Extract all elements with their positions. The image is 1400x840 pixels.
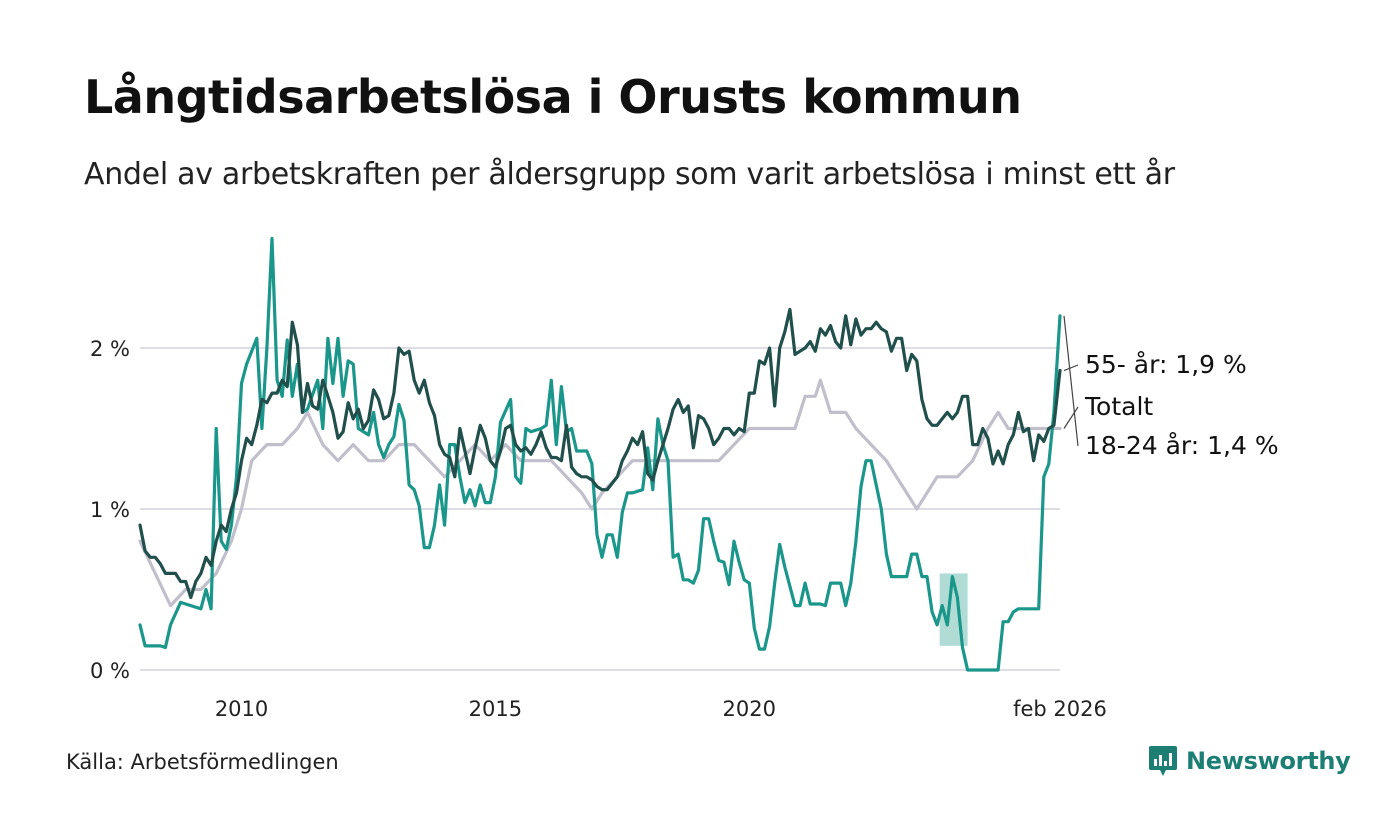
label-leader-line	[1063, 364, 1079, 372]
y-tick-label: 0 %	[90, 659, 130, 683]
y-tick-label: 2 %	[90, 337, 130, 361]
brand-logo: Newsworthy	[1148, 744, 1351, 778]
series-end-label: 55- år: 1,9 %	[1085, 350, 1247, 379]
x-tick-label: 2010	[215, 697, 268, 721]
gridlines	[140, 347, 1060, 671]
series-end-labels: Totalt 18-24 år: 1,4 % 55- år: 1,9 %	[1063, 315, 1279, 460]
chart-title: Långtidsarbetslösa i Orusts kommun	[84, 70, 1022, 124]
y-tick-label: 1 %	[90, 498, 130, 522]
label-leader-line	[1063, 315, 1079, 447]
source-note: Källa: Arbetsförmedlingen	[66, 750, 339, 774]
series-line-18-24-r	[138, 236, 1062, 672]
series-line-55-r	[138, 307, 1062, 600]
x-tick-label: 2015	[469, 697, 522, 721]
series-lines	[138, 236, 1062, 672]
x-tick-label: feb 2026	[1013, 697, 1107, 721]
series-end-label: Totalt	[1084, 392, 1153, 421]
label-leader-line	[1063, 406, 1079, 429]
newsworthy-logo-icon	[1149, 746, 1177, 776]
x-tick-label: 2020	[723, 697, 776, 721]
series-end-label: 18-24 år: 1,4 %	[1085, 431, 1279, 460]
chart-subtitle: Andel av arbetskraften per åldersgrupp s…	[84, 157, 1175, 192]
brand-name: Newsworthy	[1186, 747, 1351, 775]
axis-labels: 0 % 1 % 2 % 2010 2015 2020 feb 2026	[90, 337, 1107, 721]
